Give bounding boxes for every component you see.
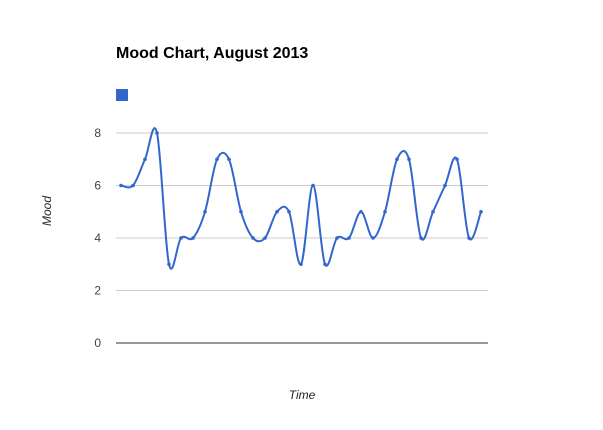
data-point xyxy=(455,157,459,162)
x-axis-label: Time xyxy=(289,388,316,402)
data-point xyxy=(287,209,291,214)
data-point xyxy=(467,236,471,240)
data-point xyxy=(143,157,147,162)
y-tick-labels: 0 2 4 6 8 xyxy=(94,126,101,350)
data-point xyxy=(335,236,339,240)
series-line-mood xyxy=(120,127,482,270)
y-tick-label: 8 xyxy=(94,126,101,140)
grid-lines xyxy=(116,132,488,291)
y-tick-label: 0 xyxy=(94,336,101,350)
data-point xyxy=(311,183,315,188)
data-point xyxy=(395,157,399,162)
data-point xyxy=(383,209,387,214)
y-tick-label: 2 xyxy=(94,284,101,298)
data-point xyxy=(419,236,423,240)
data-point xyxy=(167,262,171,267)
data-point xyxy=(479,209,483,214)
y-tick-label: 4 xyxy=(94,231,101,245)
data-point xyxy=(251,236,255,240)
y-axis-label: Mood xyxy=(40,196,54,226)
data-point xyxy=(371,236,375,240)
y-tick-label: 6 xyxy=(94,179,101,193)
data-point xyxy=(155,131,159,135)
data-point xyxy=(323,262,327,267)
data-point xyxy=(347,236,351,240)
data-point xyxy=(179,236,183,240)
data-point xyxy=(275,209,279,214)
data-point xyxy=(443,183,447,188)
data-point xyxy=(191,236,195,240)
data-point xyxy=(431,209,435,214)
data-point xyxy=(203,209,207,214)
data-point xyxy=(131,183,135,188)
data-point xyxy=(239,209,243,214)
chart-title: Mood Chart, August 2013 xyxy=(116,45,308,62)
data-point xyxy=(359,209,363,214)
data-point xyxy=(407,157,411,162)
data-point xyxy=(227,157,231,162)
data-points xyxy=(119,131,483,267)
data-point xyxy=(299,262,303,267)
data-point xyxy=(215,157,219,162)
legend-swatch xyxy=(116,89,128,101)
data-point xyxy=(119,183,123,188)
data-point xyxy=(263,236,267,240)
